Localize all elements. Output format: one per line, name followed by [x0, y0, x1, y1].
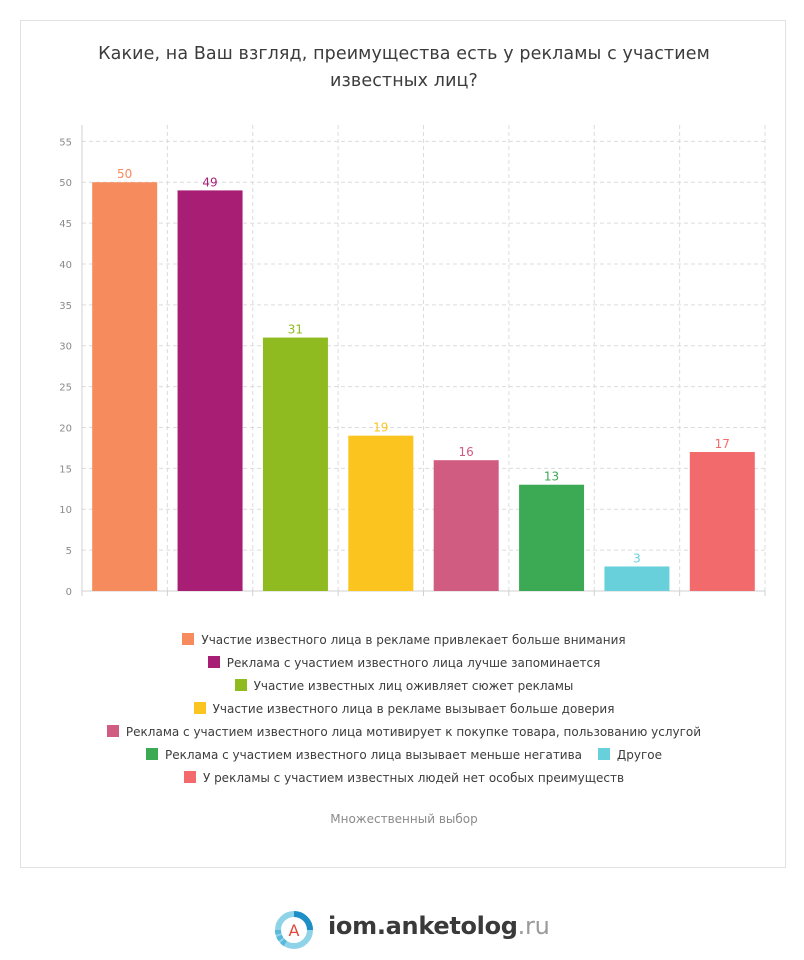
logo-letter: A — [289, 921, 300, 940]
legend-row: Участие известных лиц оживляет сюжет рек… — [21, 675, 787, 698]
chart-title: Какие, на Ваш взгляд, преимущества есть … — [21, 41, 787, 95]
y-tick-label: 10 — [59, 505, 72, 516]
legend-row: Участие известного лица в рекламе вызыва… — [21, 698, 787, 721]
bar-value-label: 49 — [202, 175, 217, 189]
chart-title-line-2: известных лиц? — [330, 71, 478, 91]
legend-swatch — [183, 771, 196, 783]
y-tick-label: 15 — [59, 464, 72, 475]
legend-label: Другое — [616, 748, 662, 762]
legend-swatch — [182, 633, 195, 645]
legend-row: Реклама с участием известного лица лучше… — [21, 652, 787, 675]
bar-chart: 0 5 10 15 20 25 30 35 40 45 50 55 50 49 31 19 16 13 3 17 — [59, 125, 766, 598]
bar-value-label: 13 — [544, 470, 559, 484]
y-tick-label: 5 — [66, 546, 72, 557]
bar-value-label: 31 — [288, 323, 303, 337]
bar-1 — [92, 182, 158, 591]
legend-label: Реклама с участием известного лица мотив… — [125, 725, 702, 739]
bar-value-label: 16 — [459, 445, 474, 459]
legend-label: Участие известных лиц оживляет сюжет рек… — [253, 679, 574, 693]
y-tick-label: 55 — [59, 137, 72, 148]
chart-legend: Участие известного лица в рекламе привле… — [21, 629, 787, 790]
chart-card: Какие, на Ваш взгляд, преимущества есть … — [20, 20, 786, 868]
legend-row: Реклама с участием известного лица вызыв… — [21, 744, 787, 767]
multiple-choice-note: Множественный выбор — [330, 812, 478, 826]
bar-value-label: 19 — [373, 421, 388, 435]
legend-item-5[interactable]: Реклама с участием известного лица мотив… — [106, 721, 702, 744]
legend-label: Участие известного лица в рекламе привле… — [201, 633, 626, 647]
bar-7 — [604, 566, 670, 591]
y-tick-label: 20 — [59, 423, 72, 434]
legend-row: У рекламы с участием известных людей нет… — [21, 767, 787, 790]
chart-title-line-1: Какие, на Ваш взгляд, преимущества есть … — [98, 44, 710, 64]
legend-item-2[interactable]: Реклама с участием известного лица лучше… — [207, 652, 601, 675]
y-tick-label: 0 — [66, 587, 72, 598]
legend-swatch — [597, 748, 610, 760]
legend-row: Реклама с участием известного лица мотив… — [21, 721, 787, 744]
legend-label: У рекламы с участием известных людей нет… — [202, 771, 625, 785]
legend-label: Реклама с участием известного лица вызыв… — [165, 748, 583, 762]
legend-item-8[interactable]: У рекламы с участием известных людей нет… — [183, 767, 625, 790]
y-tick-label: 35 — [59, 301, 72, 312]
legend-swatch — [146, 748, 158, 760]
legend-swatch — [207, 656, 220, 668]
legend-row: Участие известного лица в рекламе привле… — [21, 629, 787, 652]
legend-item-4[interactable]: Участие известного лица в рекламе вызыва… — [193, 698, 615, 721]
bar-8 — [689, 452, 755, 591]
legend-swatch — [106, 725, 119, 737]
brand-domain: iom.anketolog — [328, 912, 518, 940]
bar-value-label: 50 — [117, 167, 132, 181]
legend-swatch — [193, 702, 206, 714]
bar-value-label: 3 — [633, 551, 641, 565]
bar-4 — [348, 435, 414, 591]
y-tick-label: 30 — [59, 342, 72, 353]
legend-item-1[interactable]: Участие известного лица в рекламе привле… — [182, 629, 626, 652]
legend-swatch — [234, 679, 247, 691]
legend-item-7[interactable]: Другое — [597, 744, 662, 767]
bar-value-label: 17 — [715, 437, 730, 451]
bar-3 — [262, 337, 328, 591]
y-tick-label: 25 — [59, 383, 72, 394]
legend-item-3[interactable]: Участие известных лиц оживляет сюжет рек… — [234, 675, 574, 698]
y-tick-label: 45 — [59, 219, 72, 230]
brand-footer[interactable]: A iom.anketolog.ru — [272, 906, 552, 954]
legend-label: Реклама с участием известного лица лучше… — [226, 656, 601, 670]
y-tick-label: 40 — [59, 260, 72, 271]
bar-2 — [177, 190, 243, 591]
anketolog-logo-icon: A — [274, 911, 313, 949]
legend-label: Участие известного лица в рекламе вызыва… — [212, 702, 615, 716]
brand-name: iom.anketolog.ru — [328, 912, 550, 940]
brand-tld: .ru — [517, 912, 550, 940]
y-tick-label: 50 — [59, 178, 72, 189]
bar-5 — [433, 460, 499, 591]
legend-item-6[interactable]: Реклама с участием известного лица вызыв… — [146, 744, 582, 767]
bar-6 — [519, 484, 585, 591]
